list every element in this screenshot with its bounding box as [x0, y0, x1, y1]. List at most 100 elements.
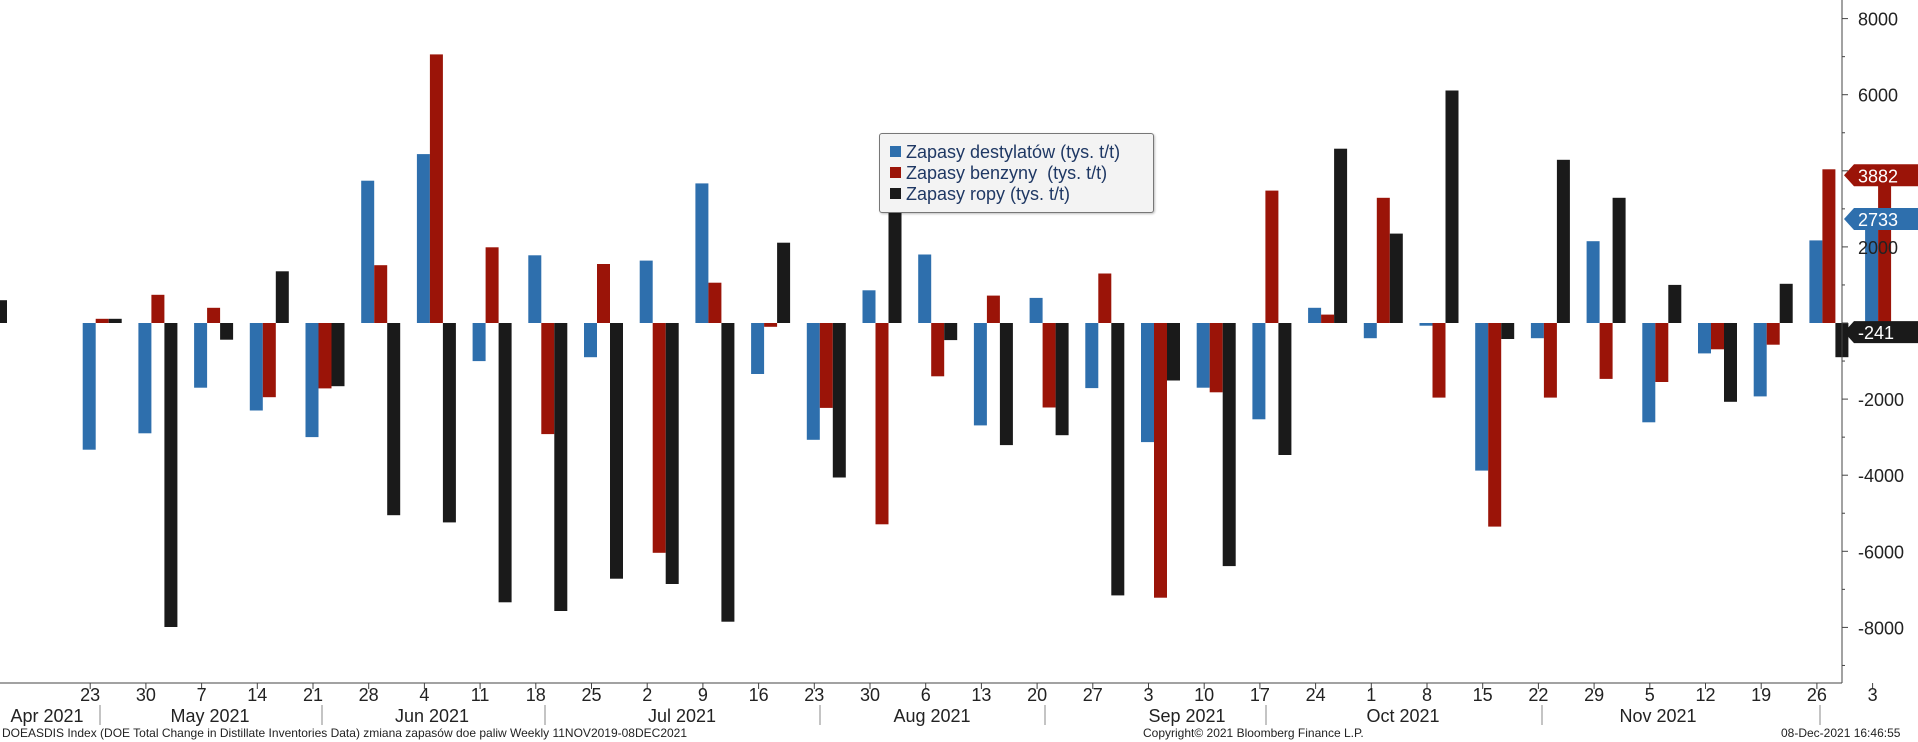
- bar-s2-w26: [1501, 323, 1515, 339]
- bar-s0-w18: [1029, 297, 1043, 323]
- x-tick-label: 9: [698, 685, 708, 705]
- bar-s2-w11: [665, 323, 679, 584]
- bar-s2-w12: [721, 323, 735, 622]
- x-tick-label: 7: [197, 685, 207, 705]
- bar-s0-w2: [138, 323, 152, 434]
- bar-s2-w2: [164, 323, 178, 627]
- legend-label-distillates: Zapasy destylatów (tys. t/t): [906, 142, 1121, 162]
- x-tick-label: 12: [1695, 685, 1715, 705]
- legend-item-distillates: Zapasy destylatów (tys. t/t): [890, 142, 1120, 163]
- y-tick-label: 2000: [1858, 238, 1898, 258]
- bar-s1-w18: [1042, 323, 1056, 408]
- bar-s1-w24: [1376, 197, 1390, 323]
- last-value-tag-label: -241: [1858, 323, 1894, 343]
- last-value-tag-label: 3882: [1858, 166, 1898, 186]
- bar-s0-w32: [1809, 240, 1823, 323]
- legend: Zapasy destylatów (tys. t/t) Zapasy benz…: [879, 133, 1154, 213]
- bar-s2-w20: [1167, 323, 1180, 381]
- bar-s2-w28: [1612, 197, 1626, 323]
- x-tick-label: 14: [247, 685, 267, 705]
- bar-s0-w19: [1085, 323, 1099, 389]
- bar-s2-w10: [610, 323, 623, 579]
- month-label: Nov 2021: [1619, 706, 1696, 726]
- bar-s2-w30: [1724, 323, 1737, 402]
- x-tick-label: 29: [1584, 685, 1604, 705]
- last-value-tag: -241: [1844, 321, 1918, 344]
- x-tick-label: 26: [1807, 685, 1827, 705]
- x-tick-label: 23: [80, 685, 100, 705]
- month-label: Aug 2021: [893, 706, 970, 726]
- x-tick-label: 8: [1422, 685, 1432, 705]
- bar-s0-w5: [305, 323, 319, 438]
- bar-s0-w30: [1698, 323, 1711, 354]
- bar-s0-w21: [1196, 323, 1210, 388]
- bar-s2-w1: [108, 318, 122, 323]
- bar-s0-w4: [249, 323, 263, 411]
- bar-s0-w16: [918, 254, 932, 323]
- bar-s2-w18: [1055, 323, 1069, 436]
- bar-s1-w15: [875, 323, 889, 525]
- month-label: Oct 2021: [1366, 706, 1439, 726]
- bar-s1-w23: [1321, 314, 1335, 323]
- bar-s2-w19: [1111, 323, 1125, 596]
- bar-s1-w6: [374, 265, 388, 323]
- bar-s0-w1: [82, 323, 96, 450]
- bar-s0-w15: [862, 290, 876, 323]
- bar-s2-w7: [442, 323, 456, 523]
- legend-item-gasoline: Zapasy benzyny (tys. t/t): [890, 163, 1107, 184]
- bar-s2-w14: [832, 323, 846, 478]
- bar-s2-w0: [0, 300, 7, 323]
- month-label: May 2021: [170, 706, 249, 726]
- x-tick-label: 17: [1250, 685, 1270, 705]
- legend-swatch-gasoline: [890, 166, 901, 178]
- bar-s1-w17: [986, 295, 1000, 323]
- footer-source: DOEASDIS Index (DOE Total Change in Dist…: [2, 726, 688, 740]
- bar-s1-w28: [1599, 323, 1613, 379]
- axes-layer: [0, 0, 1874, 725]
- bar-s2-w17: [999, 323, 1013, 446]
- last-value-tag: 3882: [1844, 164, 1918, 187]
- x-tick-label: 23: [804, 685, 824, 705]
- bar-s1-w2: [151, 294, 165, 323]
- bar-s1-w1: [95, 318, 109, 323]
- x-tick-label: 11: [471, 685, 490, 705]
- bar-s0-w11: [639, 260, 653, 323]
- footer-timestamp: 08-Dec-2021 16:46:55: [1781, 726, 1901, 740]
- bar-s0-w13: [751, 323, 765, 374]
- bar-s2-w8: [498, 323, 512, 603]
- x-tick-label: 5: [1645, 685, 1655, 705]
- bar-s2-w27: [1556, 159, 1570, 323]
- bar-s0-w14: [806, 323, 820, 440]
- bar-s0-w20: [1141, 323, 1154, 443]
- bar-s2-w6: [387, 323, 401, 516]
- x-tick-label: 2: [642, 685, 652, 705]
- x-tick-label: 20: [1027, 685, 1047, 705]
- bar-s1-w31: [1766, 323, 1780, 345]
- bar-s1-w9: [541, 323, 555, 435]
- month-label: Jun 2021: [395, 706, 469, 726]
- last-value-tag-shape: [1844, 321, 1918, 344]
- x-tick-label: 19: [1751, 685, 1771, 705]
- bar-s1-w29: [1655, 323, 1669, 382]
- legend-swatch-distillates: [890, 145, 901, 157]
- bar-s0-w29: [1642, 323, 1656, 423]
- bar-s0-w17: [973, 323, 987, 426]
- bar-s0-w23: [1308, 307, 1322, 323]
- bar-s1-w3: [207, 307, 221, 323]
- x-tick-label: 13: [971, 685, 991, 705]
- month-label: Jul 2021: [648, 706, 716, 726]
- bar-s1-w26: [1488, 323, 1502, 527]
- x-tick-label: 10: [1194, 685, 1214, 705]
- bar-s1-w8: [485, 247, 499, 323]
- month-label: Apr 2021: [10, 706, 83, 726]
- bar-s0-w28: [1586, 241, 1600, 323]
- y-tick-label: 8000: [1858, 10, 1898, 30]
- bar-s0-w25: [1419, 323, 1433, 326]
- y-tick-label: 6000: [1858, 86, 1898, 106]
- bar-s1-w5: [318, 323, 332, 389]
- bar-s1-w27: [1543, 323, 1557, 398]
- bar-s2-w22: [1278, 323, 1292, 455]
- bar-s1-w12: [708, 282, 722, 323]
- x-tick-label: 6: [921, 685, 931, 705]
- legend-swatch-crude: [890, 187, 901, 199]
